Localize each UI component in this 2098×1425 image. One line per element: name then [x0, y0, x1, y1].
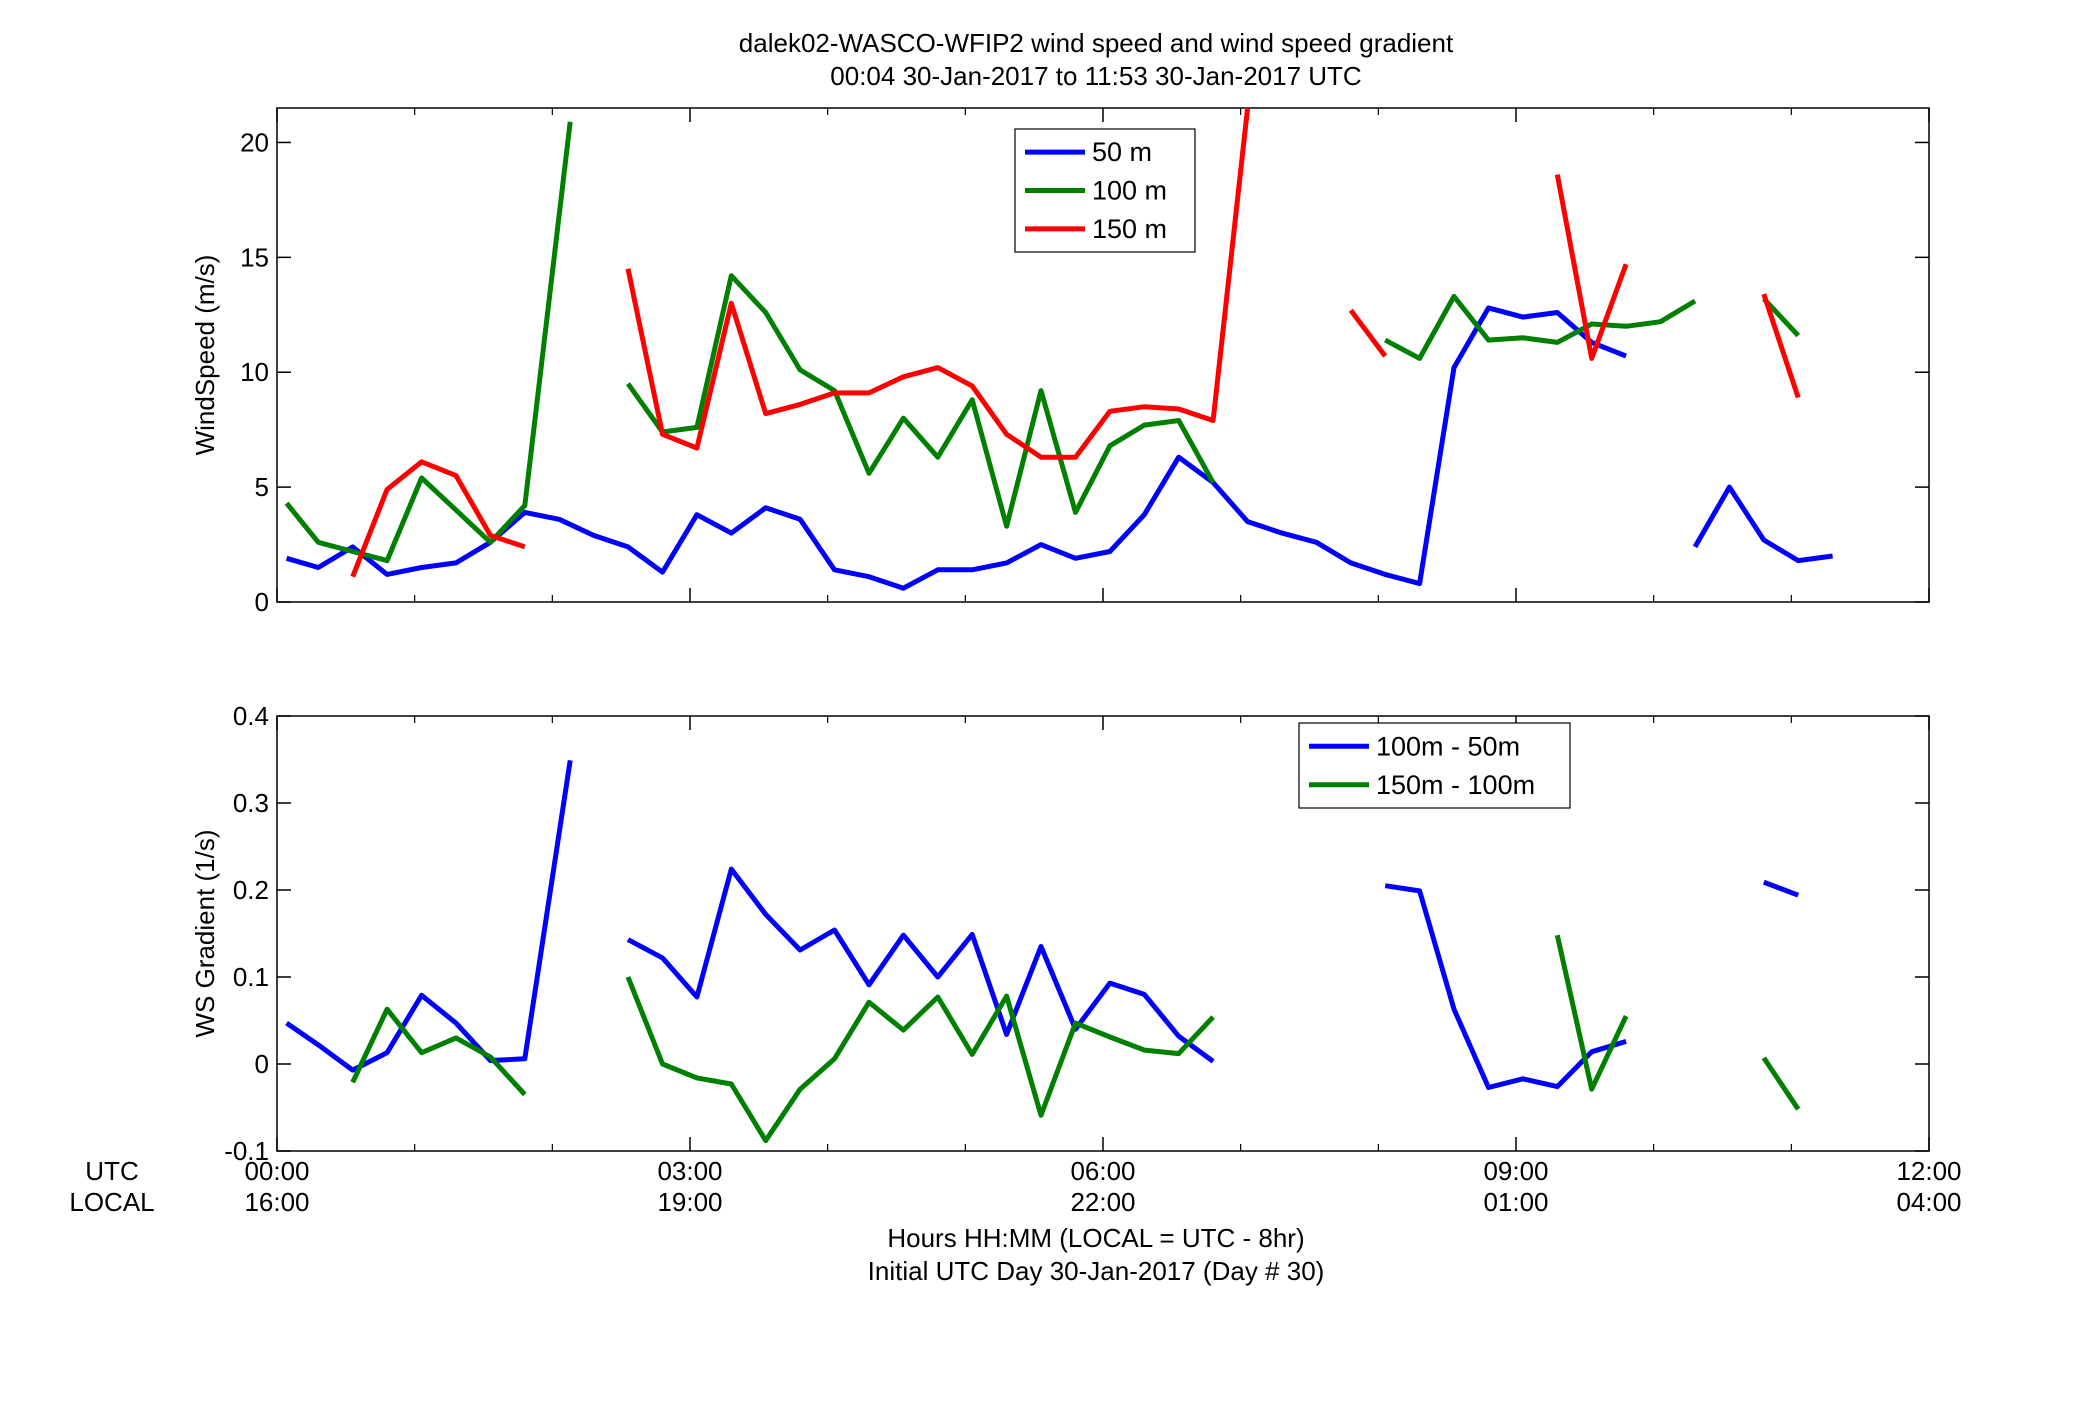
- legend-label: 100m - 50m: [1376, 731, 1520, 761]
- x-tick-label-local: 01:00: [1483, 1187, 1548, 1217]
- series-area: [285, 760, 1801, 1144]
- y-tick-label: 5: [255, 472, 269, 502]
- x-tick-label-utc: 06:00: [1070, 1156, 1135, 1186]
- y-tick-label: -0.1: [224, 1136, 269, 1166]
- series-line: [625, 273, 1216, 529]
- row-label-local: LOCAL: [69, 1187, 154, 1217]
- chart-title-line1: dalek02-WASCO-WFIP2 wind speed and wind …: [739, 28, 1454, 58]
- row-label-utc: UTC: [85, 1156, 138, 1186]
- panel-2: -0.1 0 0.1 0.2 0.3 0.4 WS Gradient (1/s) 100m -…: [190, 701, 1930, 1166]
- series-line: [285, 760, 573, 1073]
- plot-frame: [276, 715, 1930, 1152]
- x-tick-label-utc: 03:00: [657, 1156, 722, 1186]
- x-tick-label-local: 04:00: [1896, 1187, 1961, 1217]
- series-100m-50m: [285, 760, 1800, 1090]
- series-100m: [284, 121, 1801, 564]
- series-line: [284, 121, 573, 564]
- y-tick-label: 15: [240, 242, 269, 272]
- series-line: [350, 459, 526, 578]
- series-line: [350, 1006, 527, 1097]
- y-tick-label: 20: [240, 127, 269, 157]
- series-150m-100m: [350, 934, 1801, 1144]
- series-line: [1554, 934, 1629, 1092]
- series-line: [1761, 293, 1801, 399]
- y-tick-label: 10: [240, 357, 269, 387]
- series-line: [1692, 484, 1833, 564]
- legend: 100m - 50m 150m - 100m: [1298, 722, 1571, 809]
- x-tick-label-utc: 09:00: [1483, 1156, 1548, 1186]
- legend-label: 150 m: [1092, 214, 1167, 244]
- legend: 50 m 100 m 150 m: [1014, 128, 1196, 253]
- panel-1: 0 5 10 15 20 WindSpeed (m/s) 50 m 100 m 150 m: [190, 107, 1930, 617]
- series-150m: [350, 108, 1801, 578]
- series-line: [625, 976, 1215, 1144]
- y-tick-label: 0.2: [233, 875, 269, 905]
- series-line: [1761, 1056, 1801, 1111]
- y-tick-label: 0: [255, 587, 269, 617]
- x-axis-label-line2: Initial UTC Day 30-Jan-2017 (Day # 30): [868, 1256, 1325, 1286]
- legend-box: [1298, 722, 1571, 809]
- x-tick-label-utc: 12:00: [1896, 1156, 1961, 1186]
- y-tick-label: 0.3: [233, 788, 269, 818]
- series-line: [1762, 879, 1800, 898]
- legend-label: 100 m: [1092, 176, 1167, 206]
- x-tick-label-local: 22:00: [1070, 1187, 1135, 1217]
- series-line: [625, 108, 1251, 460]
- series-line: [1348, 308, 1388, 358]
- legend-label: 50 m: [1092, 137, 1152, 167]
- series-line: [1384, 293, 1697, 361]
- y-tick-label: 0.4: [233, 701, 269, 731]
- series-line: [626, 866, 1215, 1064]
- series-line: [1554, 174, 1629, 361]
- series-area: [284, 108, 1833, 591]
- chart-panels: 0 5 10 15 20 WindSpeed (m/s) 50 m 100 m 150 m -0.…: [190, 107, 1930, 1166]
- y-tick-label: 0: [255, 1049, 269, 1079]
- x-tick-label-utc: 00:00: [244, 1156, 309, 1186]
- y-tick-label: 0.1: [233, 962, 269, 992]
- y-axis-label: WindSpeed (m/s): [190, 255, 220, 456]
- series-line: [1384, 883, 1627, 1090]
- chart-title-line2: 00:04 30-Jan-2017 to 11:53 30-Jan-2017 U…: [830, 61, 1361, 91]
- x-axis-label-line1: Hours HH:MM (LOCAL = UTC - 8hr): [887, 1223, 1304, 1253]
- y-axis-label: WS Gradient (1/s): [190, 829, 220, 1037]
- legend-label: 150m - 100m: [1376, 770, 1535, 800]
- x-tick-label-local: 19:00: [657, 1187, 722, 1217]
- x-tick-label-local: 16:00: [244, 1187, 309, 1217]
